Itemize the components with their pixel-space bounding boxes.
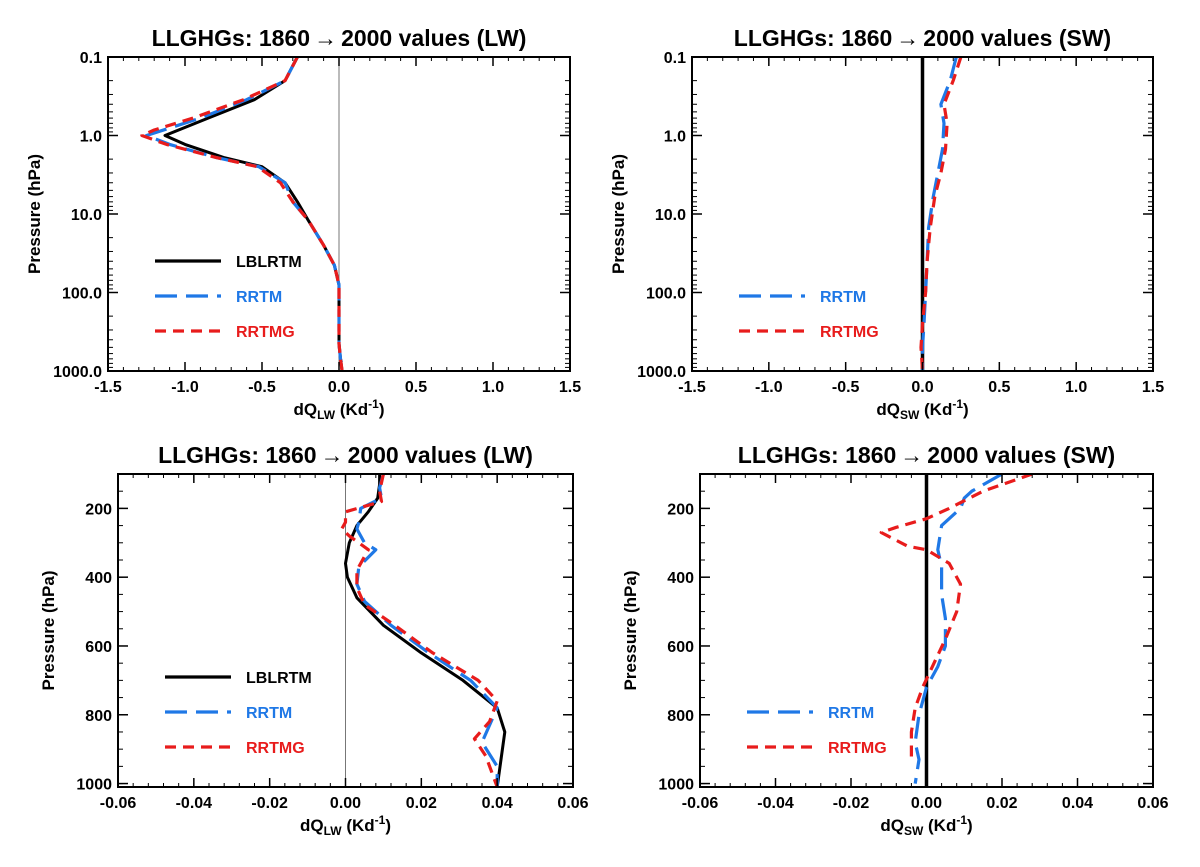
panel-4: -0.06 -0.04 -0.02 0.00 0.02 0.04 0.06 200 400 600… [621, 442, 1169, 838]
y-tick-label: 600 [85, 639, 112, 656]
legend: LBLRTM RRTM RRTMG [155, 254, 302, 341]
y-axis-label: Pressure (hPa) [25, 154, 44, 274]
x-tick-label: 1.0 [482, 379, 504, 396]
legend: RRTM RRTMG [747, 705, 887, 757]
x-tick-label: -0.04 [757, 795, 794, 812]
x-tick-label: 0.06 [1137, 795, 1168, 812]
plot-area [879, 474, 1033, 784]
y-tick-label: 200 [85, 501, 112, 518]
x-axis-label: dQLW (Kd-1) [300, 813, 391, 838]
plot-area [140, 57, 346, 371]
x-tick-label: 1.0 [1065, 379, 1087, 396]
plot-area [340, 474, 507, 787]
y-tick-label: 400 [667, 570, 694, 587]
x-axis-label: dQLW (Kd-1) [294, 397, 385, 422]
y-tick-label: 100.0 [646, 286, 686, 303]
legend-label-rrtm: RRTM [246, 705, 292, 722]
x-tick-label: 0.06 [557, 795, 588, 812]
legend: LBLRTM RRTM RRTMG [165, 670, 312, 757]
series-lblrtm [344, 474, 507, 787]
y-tick-label: 800 [85, 708, 112, 725]
legend-label-rrtmg: RRTMG [246, 740, 305, 757]
x-tick-label: -0.06 [682, 795, 719, 812]
y-tick-label: 1000.0 [637, 364, 686, 381]
x-tick-label: 0.00 [911, 795, 942, 812]
x-tick-label: -0.04 [176, 795, 213, 812]
legend-label-rrtm: RRTM [828, 705, 874, 722]
y-tick-label: 1000 [658, 777, 694, 794]
x-axis-label: dQSW (Kd-1) [876, 397, 968, 422]
series-rrtmg [340, 474, 499, 787]
y-tick-label: 200 [667, 501, 694, 518]
series-rrtm [920, 57, 958, 371]
y-tick-label: 10.0 [71, 207, 102, 224]
x-tick-label: 0.00 [330, 795, 361, 812]
y-tick-label: 600 [667, 639, 694, 656]
y-tick-label: 1000 [76, 777, 112, 794]
y-axis-label: Pressure (hPa) [39, 571, 58, 691]
x-tick-label: 1.5 [559, 379, 581, 396]
x-tick-label: 0.02 [406, 795, 437, 812]
x-tick-label: -1.5 [678, 379, 706, 396]
x-tick-label: -1.0 [171, 379, 199, 396]
x-tick-label: 0.04 [482, 795, 513, 812]
legend-label-lblrtm: LBLRTM [246, 670, 312, 687]
x-tick-label: 1.5 [1142, 379, 1164, 396]
x-tick-label: -0.02 [251, 795, 288, 812]
chart-title: LLGHGs: 1860 → 2000 values (LW) [158, 442, 533, 468]
y-tick-label: 400 [85, 570, 112, 587]
legend-label-rrtmg: RRTMG [236, 324, 295, 341]
y-tick-label: 1.0 [80, 129, 102, 146]
y-tick-label: 100.0 [62, 286, 102, 303]
x-tick-label: 0.0 [911, 379, 933, 396]
legend-label-rrtm: RRTM [820, 289, 866, 306]
x-tick-label: -1.0 [755, 379, 783, 396]
legend-label-lblrtm: LBLRTM [236, 254, 302, 271]
chart-title: LLGHGs: 1860 → 2000 values (SW) [734, 25, 1111, 51]
y-tick-label: 10.0 [655, 207, 686, 224]
chart-title: LLGHGs: 1860 → 2000 values (SW) [738, 442, 1115, 468]
x-tick-label: 0.0 [328, 379, 350, 396]
y-axis-label: Pressure (hPa) [609, 154, 628, 274]
x-tick-label: -0.5 [248, 379, 276, 396]
x-tick-label: -0.06 [100, 795, 137, 812]
chart-title: LLGHGs: 1860 → 2000 values (LW) [152, 25, 527, 51]
legend-label-rrtm: RRTM [236, 289, 282, 306]
y-tick-label: 0.1 [80, 50, 102, 67]
y-tick-label: 1.0 [664, 129, 686, 146]
series-rrtmg [140, 57, 344, 371]
y-axis-label: Pressure (hPa) [621, 571, 640, 691]
x-tick-label: 0.5 [988, 379, 1010, 396]
series-rrtmg [879, 474, 1033, 760]
plot-area [919, 57, 963, 371]
x-tick-label: -0.02 [833, 795, 870, 812]
x-tick-label: -0.5 [832, 379, 860, 396]
y-tick-label: 0.1 [664, 50, 686, 67]
x-tick-label: -1.5 [94, 379, 122, 396]
x-axis-label: dQSW (Kd-1) [880, 813, 972, 838]
legend-label-rrtmg: RRTMG [828, 740, 887, 757]
panel-3: -0.06 -0.04 -0.02 0.00 0.02 0.04 0.06 200 400 600… [39, 442, 589, 838]
series-rrtmg [919, 57, 963, 371]
x-tick-label: 0.04 [1062, 795, 1093, 812]
y-tick-label: 800 [667, 708, 694, 725]
panel-2: -1.5 -1.0 -0.5 0.0 0.5 1.0 1.5 0.1 1.0 10.0 100.0 1… [609, 25, 1164, 422]
legend-label-rrtmg: RRTMG [820, 324, 879, 341]
x-tick-label: 0.5 [405, 379, 427, 396]
panel-1: -1.5 -1.0 -0.5 0.0 0.5 1.0 1.5 0.1 1.0 10.0 100.0 1… [25, 25, 581, 422]
legend: RRTM RRTMG [739, 289, 879, 341]
y-tick-label: 1000.0 [53, 364, 102, 381]
x-tick-label: 0.02 [986, 795, 1017, 812]
